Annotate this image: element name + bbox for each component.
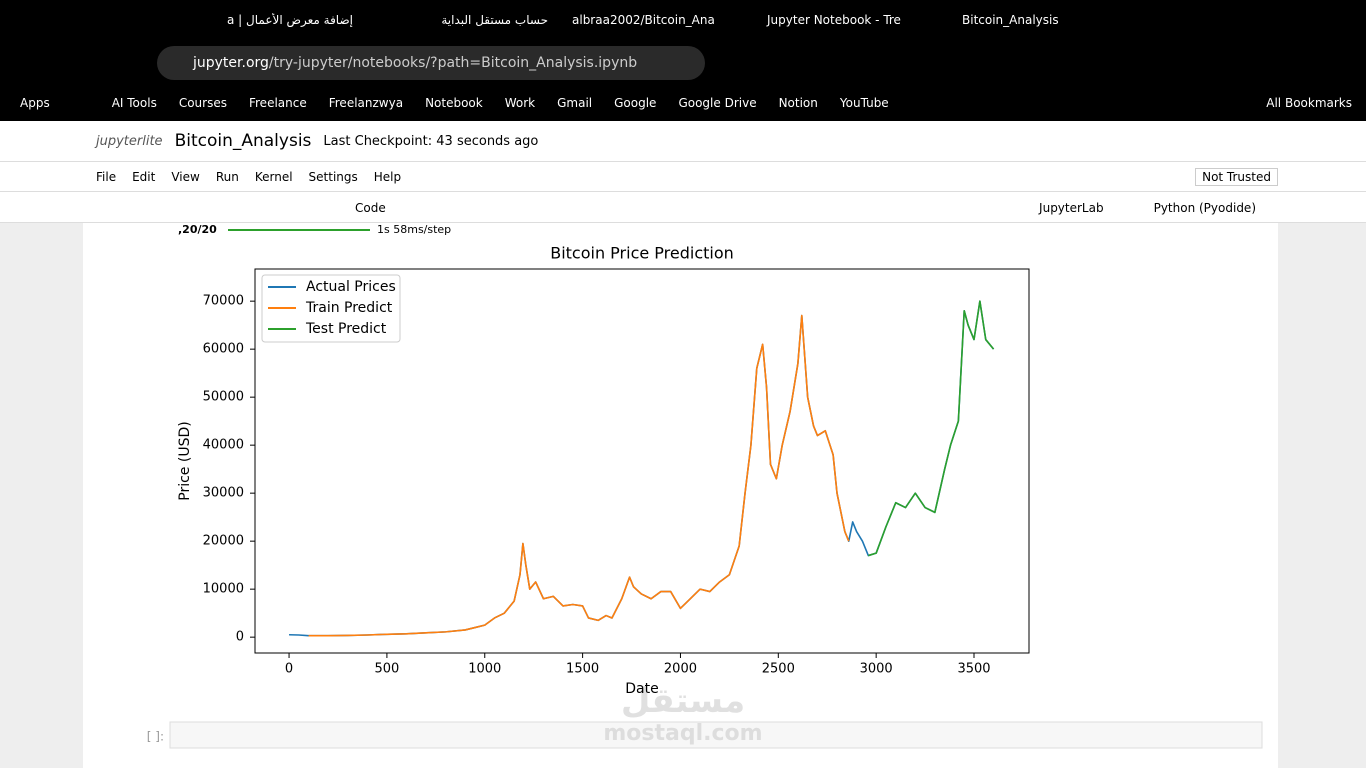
menu-item[interactable]: View: [171, 169, 200, 184]
y-tick-label: 60000: [203, 342, 244, 357]
y-axis-label: Price (USD): [177, 421, 193, 500]
y-tick-label: 70000: [203, 294, 244, 309]
checkpoint: Last Checkpoint: 43 seconds ago: [323, 133, 539, 149]
y-tick-label: 10000: [203, 582, 244, 597]
cell-prompt: [ ]:: [147, 730, 164, 744]
watermark: mostaql.com: [603, 721, 762, 746]
progress-count: ,20/20: [178, 223, 217, 236]
notebook-header: jupyterlite Bitcoin_Analysis Last Checkp…: [0, 121, 1366, 162]
url-host: jupyter.org: [193, 54, 269, 71]
chart-title: Bitcoin Price Prediction: [550, 244, 734, 263]
x-tick-label: 1500: [566, 662, 599, 677]
y-tick-label: 50000: [203, 390, 244, 405]
bookmark[interactable]: Courses: [178, 96, 227, 110]
bookmark[interactable]: YouTube: [839, 96, 889, 110]
menu-item[interactable]: Run: [215, 169, 239, 184]
url-field[interactable]: jupyter.org/try-jupyter/notebooks/?path=…: [157, 45, 705, 80]
x-tick-label: 3500: [957, 662, 990, 677]
bookmark[interactable]: Notebook: [425, 96, 483, 110]
bookmark[interactable]: Freelance: [248, 96, 307, 110]
tab[interactable]: Jupyter Notebook - Tre: [767, 13, 901, 27]
legend-label: Test Predict: [305, 321, 387, 337]
tab[interactable]: Bitcoin_Analysis: [950, 13, 1145, 27]
bookmark[interactable]: Notion: [778, 96, 818, 110]
y-tick-label: 40000: [203, 438, 244, 453]
menu-item[interactable]: Kernel: [254, 169, 293, 184]
menu-item[interactable]: Settings: [308, 169, 358, 184]
menu-item[interactable]: Edit: [132, 169, 156, 184]
url-path: /try-jupyter/notebooks/?path=Bitcoin_Ana…: [268, 54, 638, 71]
bookmark[interactable]: Google Drive: [678, 96, 757, 110]
bookmarks-bar: Apps AI Tools Courses Freelance Freelanz…: [0, 85, 1366, 121]
x-tick-label: 2500: [762, 662, 795, 677]
x-tick-label: 0: [285, 662, 293, 677]
bookmark[interactable]: AI Tools: [111, 96, 157, 110]
notebook-name[interactable]: Bitcoin_Analysis: [174, 131, 312, 151]
tab-bar: إضافة معرض الأعمال | a حساب مستقل البداي…: [0, 0, 1366, 40]
menu-bar: File Edit View Run Kernel Settings Help …: [0, 162, 1366, 192]
y-tick-label: 20000: [203, 534, 244, 549]
x-tick-label: 500: [374, 662, 399, 677]
address-bar: jupyter.org/try-jupyter/notebooks/?path=…: [0, 40, 1366, 85]
bookmark[interactable]: Google: [614, 96, 657, 110]
bookmark[interactable]: Work: [504, 96, 536, 110]
cell-type[interactable]: Code: [355, 200, 386, 215]
y-tick-label: 30000: [203, 486, 244, 501]
trusted-status[interactable]: Not Trusted: [1195, 167, 1278, 186]
x-axis-label: Date: [625, 681, 658, 697]
progress-time: 1s 58ms/step: [377, 223, 451, 236]
watermark: مستقل: [621, 681, 745, 721]
y-tick-label: 0: [236, 630, 244, 645]
tab[interactable]: حساب مستقل البداية: [441, 13, 548, 27]
menu-item[interactable]: File: [96, 169, 117, 184]
legend-label: Train Predict: [305, 300, 393, 316]
bookmark[interactable]: Apps: [20, 96, 50, 110]
toolbar: Code JupyterLab Python (Pyodide): [0, 193, 1366, 223]
kernel[interactable]: Python (Pyodide): [1153, 200, 1256, 215]
logo: jupyterlite: [96, 133, 163, 149]
series-line: [868, 300, 995, 557]
tab[interactable]: albraa2002/Bitcoin_Ana: [572, 13, 715, 27]
series-line: [308, 314, 850, 637]
all-bookmarks[interactable]: All Bookmarks: [1266, 96, 1352, 110]
input-cell[interactable]: [169, 721, 1263, 749]
menu-item[interactable]: Help: [373, 169, 402, 184]
legend-box: [261, 274, 401, 343]
bookmark[interactable]: Gmail: [557, 96, 593, 110]
tab[interactable]: إضافة معرض الأعمال | a: [226, 13, 353, 27]
x-tick-label: 1000: [468, 662, 501, 677]
x-tick-label: 3000: [860, 662, 893, 677]
legend-label: Actual Prices: [306, 279, 396, 295]
x-tick-label: 2000: [664, 662, 697, 677]
lab-link[interactable]: JupyterLab: [1039, 200, 1104, 215]
bookmark[interactable]: Freelanzwya: [328, 96, 404, 110]
